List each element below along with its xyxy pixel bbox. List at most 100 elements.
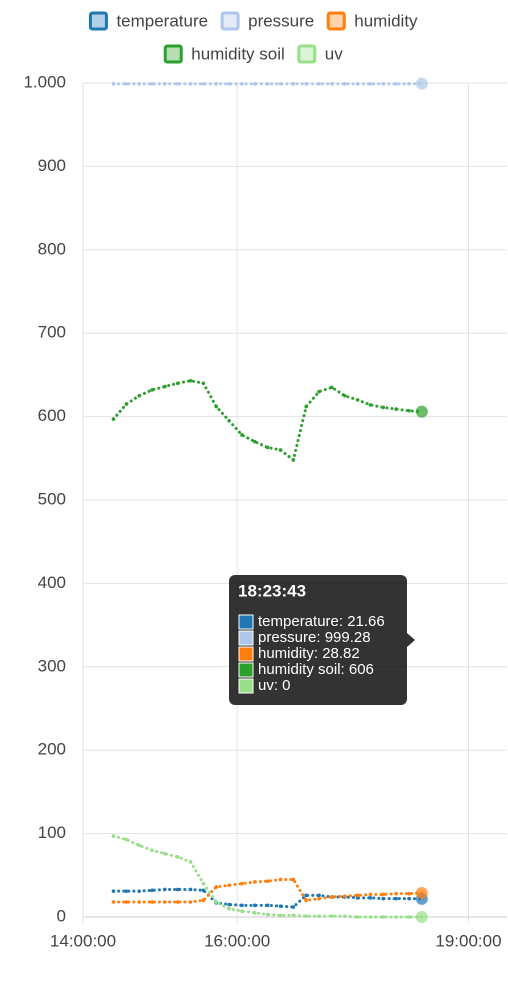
point: [227, 902, 231, 907]
point: [415, 77, 428, 90]
point: [175, 82, 180, 86]
point: [201, 82, 206, 86]
point: [394, 407, 398, 411]
x-tick-label: 16:00:00: [204, 931, 270, 950]
tooltip-box: [229, 575, 407, 705]
point: [150, 388, 154, 392]
point: [265, 903, 270, 908]
point: [381, 82, 386, 86]
point: [265, 879, 270, 883]
point: [137, 889, 141, 893]
point: [188, 887, 193, 892]
legend-swatch: [88, 11, 108, 31]
point: [163, 900, 167, 904]
point: [355, 82, 360, 86]
tooltip-swatch: [238, 678, 254, 694]
legend-label: humidity soil: [191, 44, 285, 63]
point: [291, 82, 296, 86]
point: [253, 82, 257, 86]
grid: 0 100 200 300 400 500 600 700 800 900 1.000 14:00:0…: [23, 72, 507, 950]
point: [355, 398, 360, 402]
tooltip-item: humidity: 28.82: [258, 645, 360, 662]
tooltip-title: 18:23:43: [238, 581, 306, 600]
point: [124, 900, 129, 904]
point: [368, 403, 373, 407]
y-tick-label: 800: [38, 239, 66, 258]
point: [368, 892, 373, 897]
point: [201, 381, 206, 386]
point: [342, 894, 347, 898]
y-tick-label: 500: [38, 489, 66, 508]
point: [381, 892, 386, 897]
tooltip-arrow: [407, 633, 415, 647]
legend-swatch: [163, 44, 183, 64]
point: [227, 418, 231, 423]
point: [188, 82, 193, 86]
point: [265, 445, 270, 450]
point: [124, 402, 129, 406]
point: [265, 912, 270, 917]
point: [265, 82, 270, 86]
point: [240, 903, 244, 908]
point: [124, 889, 129, 893]
point: [240, 909, 244, 913]
point: [175, 855, 180, 859]
tooltip-swatch: [238, 614, 254, 630]
point: [342, 914, 347, 918]
point: [214, 404, 219, 409]
point: [407, 896, 411, 901]
y-tick-label: 100: [38, 823, 66, 842]
point: [227, 883, 231, 888]
legend-swatch: [297, 44, 317, 64]
point: [304, 893, 308, 898]
point: [201, 881, 206, 886]
point: [227, 906, 231, 911]
point: [163, 82, 167, 86]
point: [111, 417, 116, 421]
point: [278, 913, 283, 918]
point: [253, 911, 257, 915]
point: [253, 880, 257, 884]
y-tick-label: 900: [38, 156, 66, 175]
point: [188, 900, 193, 904]
point: [330, 82, 334, 86]
y-tick-label: 700: [38, 323, 66, 342]
point: [415, 886, 428, 899]
y-tick-label: 1.000: [23, 72, 66, 91]
point: [278, 448, 283, 452]
point: [175, 900, 180, 904]
point: [111, 82, 116, 86]
point: [150, 848, 154, 853]
point: [394, 82, 398, 86]
point: [214, 885, 219, 889]
point: [278, 877, 283, 882]
point: [355, 893, 360, 898]
point: [163, 887, 167, 892]
point: [407, 408, 411, 413]
tooltip-swatch: [238, 662, 254, 678]
point: [330, 914, 334, 918]
point: [304, 82, 308, 86]
point: [163, 851, 167, 856]
legend-swatch: [220, 11, 240, 31]
point: [317, 914, 321, 918]
tooltip-item: uv: 0: [258, 677, 291, 694]
point: [111, 900, 116, 904]
point: [111, 889, 116, 893]
point: [291, 877, 296, 882]
point: [137, 82, 141, 86]
legend-label: temperature: [116, 11, 208, 30]
point: [253, 903, 257, 908]
tooltip-item: temperature: 21.66: [258, 613, 385, 630]
tooltip-swatch: [238, 630, 254, 646]
point: [188, 378, 193, 383]
y-tick-label: 400: [38, 573, 66, 592]
point: [381, 896, 386, 901]
point: [214, 900, 219, 904]
point: [304, 898, 308, 903]
point: [214, 82, 219, 86]
point: [381, 915, 386, 919]
y-tick-label: 600: [38, 406, 66, 425]
